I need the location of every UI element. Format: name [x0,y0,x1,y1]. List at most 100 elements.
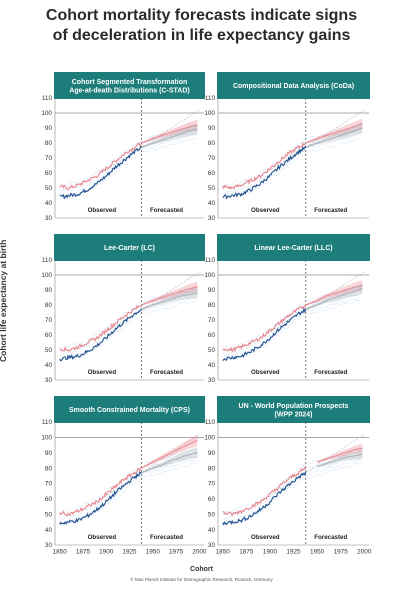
observed-label: Observed [88,207,117,214]
observed-label: Observed [251,207,280,214]
panel-5: Smooth Constrained Mortality (CPS) 30 40 50… [41,396,207,556]
observed-label: Observed [88,369,117,376]
y-tick-label: 70 [45,155,53,162]
footer-credit: © Max Planck Institute for Demographic R… [130,577,273,582]
linear-trend-line [264,434,365,500]
series-female-forecast [141,439,198,469]
y-tick-label: 100 [41,110,52,117]
y-tick-label: 60 [208,496,216,503]
x-tick-label: 2000 [357,549,372,556]
panel-3: Lee-Carter (LC) 30 40 50 60 70 80 90 100 110 Obser… [41,234,205,384]
y-tick-label: 50 [45,347,53,354]
series-female-forecast [305,123,363,144]
forecasted-label: Forecasted [150,369,183,376]
series-female-observed [222,303,307,353]
background-trace [59,295,197,360]
panel-6: UN - World Population Prospects(WPP 2024… [204,396,372,556]
linear-trend-line [101,271,200,336]
forecasted-label: Forecasted [314,369,347,376]
y-tick-label: 50 [45,185,53,192]
y-tick-label: 110 [205,257,216,264]
y-tick-label: 100 [204,272,215,279]
y-tick-label: 90 [208,287,216,294]
panel-title-banner [217,396,370,423]
background-trace [222,300,362,360]
y-tick-label: 100 [204,110,215,117]
y-tick-label: 110 [42,257,53,264]
y-tick-label: 80 [45,140,53,147]
y-tick-label: 110 [205,419,216,426]
series-female-observed [59,304,142,352]
panel-4: Linear Lee-Carter (LLC) 30 40 50 60 70 80 90 100… [204,234,370,384]
y-tick-label: 90 [208,450,216,457]
y-tick-label: 60 [208,332,216,339]
x-axis-label: Cohort [190,566,213,573]
y-tick-label: 40 [45,527,53,534]
y-tick-label: 60 [208,170,216,177]
background-trace [222,123,362,187]
y-tick-label: 100 [204,435,215,442]
background-trace [59,456,197,520]
y-tick-label: 70 [208,481,216,488]
y-tick-label: 70 [208,155,216,162]
y-tick-label: 70 [45,481,53,488]
y-tick-label: 40 [208,362,216,369]
y-tick-label: 90 [45,450,53,457]
background-trace [222,295,362,358]
x-tick-label: 1975 [334,549,349,556]
y-tick-label: 70 [208,317,216,324]
x-tick-label: 1850 [216,549,231,556]
series-male-observed [59,145,142,200]
y-tick-label: 50 [45,511,53,518]
series-female-forecast [305,285,363,306]
y-tick-label: 30 [45,542,53,549]
x-tick-label: 1850 [53,549,68,556]
x-tick-label: 1875 [76,549,91,556]
background-trace [59,124,197,187]
panel-2: Compositional Data Analysis (CoDa) 30 40 50… [204,72,370,222]
y-tick-label: 40 [45,200,53,207]
x-tick-label: 1950 [146,549,161,556]
y-tick-label: 90 [208,125,216,132]
x-tick-label: 2000 [192,549,207,556]
observed-label: Observed [251,369,280,376]
series-female-forecast [316,447,363,463]
series-female-observed [222,466,307,517]
y-tick-label: 70 [45,317,53,324]
observed-label: Observed [251,534,280,541]
y-tick-label: 40 [208,200,216,207]
background-trace [59,462,197,525]
panel-title-text: Age-at-death Distributions (C-STAD) [69,87,189,94]
background-trace [222,459,362,523]
series-male-observed [222,471,307,526]
y-tick-label: 30 [45,215,53,222]
series-male-observed [222,145,307,200]
panel-title-banner [54,72,205,99]
x-tick-label: 1950 [310,549,325,556]
forecasted-label: Forecasted [150,207,183,214]
series-female-forecast [141,286,198,306]
y-tick-label: 50 [208,347,216,354]
linear-trend-line [264,271,365,336]
y-tick-label: 100 [41,272,52,279]
series-male-observed [59,471,142,525]
series-male-forecast [316,453,363,468]
y-tick-label: 30 [45,377,53,384]
x-tick-label: 1925 [286,549,301,556]
y-tick-label: 60 [45,332,53,339]
panel-title-text: Compositional Data Analysis (CoDa) [233,83,354,90]
background-trace [59,448,197,513]
page-title: Cohort mortality forecasts indicate sign… [0,6,403,46]
panel-1: Cohort Segmented TransformationAge-at-de… [41,72,205,222]
forecasted-label: Forecasted [150,534,183,541]
panel-title-banner [54,234,205,261]
background-trace [59,460,197,523]
series-female-observed [222,141,306,190]
series-male-forecast [305,288,363,310]
linear-trend-line [264,109,365,174]
title-line-1: Cohort mortality forecasts indicate sign… [45,7,358,24]
series-male-forecast [305,127,363,148]
y-tick-label: 60 [45,170,53,177]
background-trace [59,292,197,356]
series-female-observed [59,141,143,191]
